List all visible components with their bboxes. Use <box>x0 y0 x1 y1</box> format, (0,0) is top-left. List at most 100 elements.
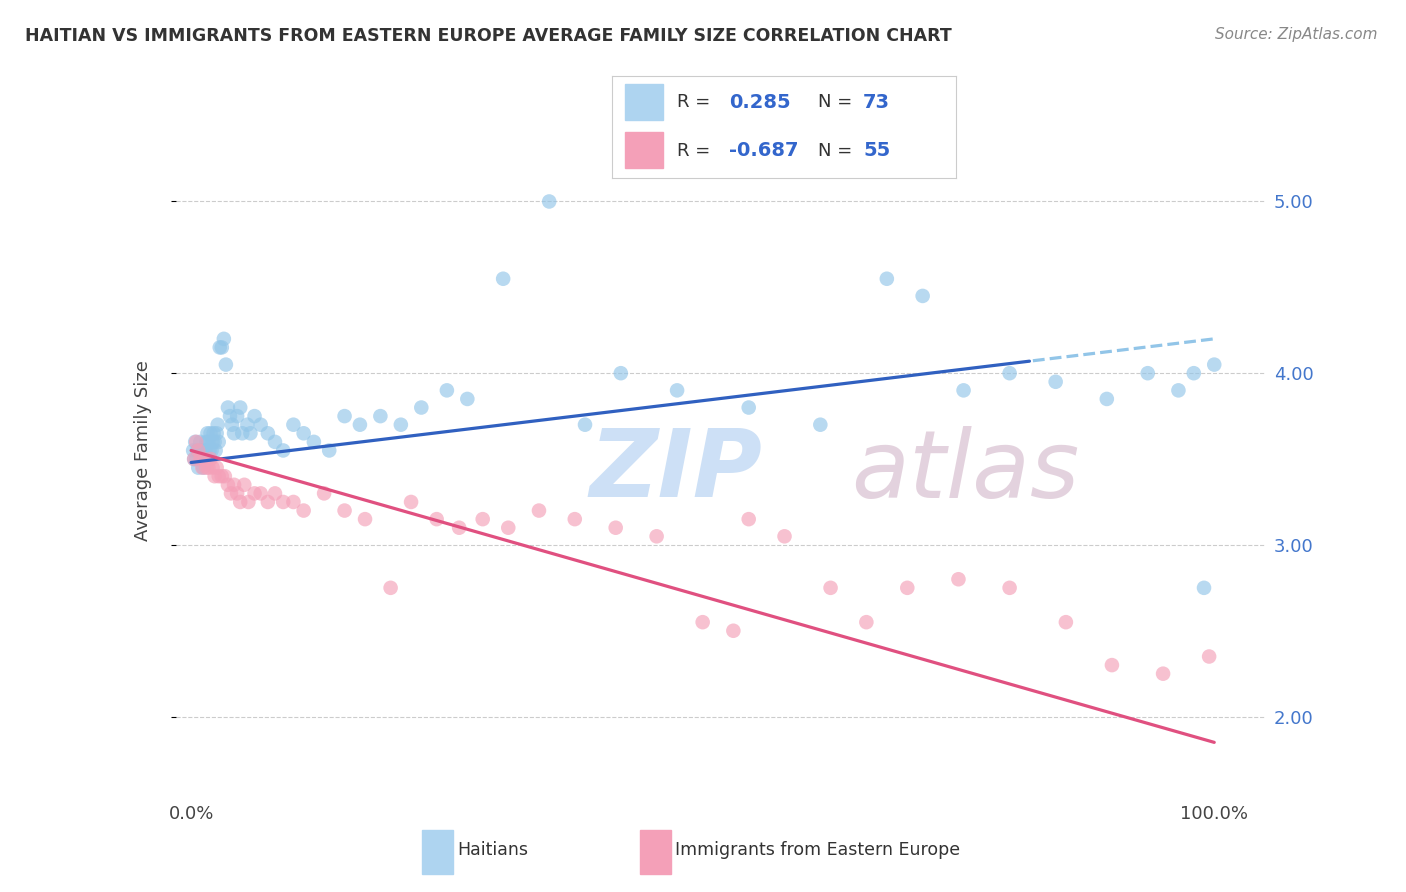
Point <box>773 529 796 543</box>
Point <box>186 443 208 458</box>
Point <box>187 460 209 475</box>
Point <box>645 529 668 543</box>
Point <box>211 340 233 354</box>
Point <box>610 366 633 380</box>
Point <box>194 443 217 458</box>
Point <box>202 426 225 441</box>
Point <box>998 366 1021 380</box>
Point <box>212 332 235 346</box>
FancyBboxPatch shape <box>626 84 664 120</box>
Text: N =: N = <box>818 142 852 160</box>
Point <box>256 495 278 509</box>
Text: 55: 55 <box>863 141 890 161</box>
Point <box>188 434 211 449</box>
Point <box>183 452 205 467</box>
Point <box>239 426 262 441</box>
Point <box>249 486 271 500</box>
Point <box>564 512 586 526</box>
Point <box>948 572 970 586</box>
Point <box>1054 615 1077 630</box>
Point <box>226 409 249 424</box>
Point <box>738 401 761 415</box>
Text: Source: ZipAtlas.com: Source: ZipAtlas.com <box>1215 27 1378 42</box>
Point <box>1204 358 1226 372</box>
Point <box>193 452 215 467</box>
Point <box>1152 666 1174 681</box>
Point <box>1167 384 1189 398</box>
Point <box>222 478 245 492</box>
Point <box>190 452 212 467</box>
Point <box>188 452 211 467</box>
Point <box>200 452 222 467</box>
Point <box>236 417 259 432</box>
Point <box>666 384 689 398</box>
Point <box>283 495 305 509</box>
Point <box>538 194 561 209</box>
Point <box>1095 392 1118 406</box>
Point <box>723 624 745 638</box>
Point <box>187 443 209 458</box>
Point <box>389 417 412 432</box>
Point <box>333 503 356 517</box>
Point <box>201 460 224 475</box>
Point <box>204 469 226 483</box>
Point <box>207 417 229 432</box>
Point <box>264 486 287 500</box>
Point <box>292 426 315 441</box>
Point <box>527 503 550 517</box>
Point <box>896 581 918 595</box>
Point <box>436 384 458 398</box>
Point <box>399 495 422 509</box>
Point <box>217 478 239 492</box>
Point <box>195 460 218 475</box>
Point <box>186 434 208 449</box>
Point <box>283 417 305 432</box>
Point <box>1136 366 1159 380</box>
Text: N =: N = <box>818 94 852 112</box>
Point <box>238 495 260 509</box>
Point <box>183 452 205 467</box>
Point <box>201 434 224 449</box>
Point <box>219 486 242 500</box>
Point <box>200 443 222 458</box>
Y-axis label: Average Family Size: Average Family Size <box>134 360 152 541</box>
Point <box>191 460 214 475</box>
Point <box>193 452 215 467</box>
Point <box>214 469 236 483</box>
Point <box>205 460 228 475</box>
Point <box>1192 581 1215 595</box>
Point <box>208 340 231 354</box>
Text: ZIP: ZIP <box>591 425 762 517</box>
Point <box>186 452 208 467</box>
Point <box>354 512 377 526</box>
Point <box>243 486 266 500</box>
Point <box>1198 649 1220 664</box>
Point <box>456 392 478 406</box>
Point <box>197 434 219 449</box>
Point <box>208 434 231 449</box>
Point <box>271 443 294 458</box>
Point <box>1101 658 1123 673</box>
Text: HAITIAN VS IMMIGRANTS FROM EASTERN EUROPE AVERAGE FAMILY SIZE CORRELATION CHART: HAITIAN VS IMMIGRANTS FROM EASTERN EUROP… <box>25 27 952 45</box>
Point <box>229 401 252 415</box>
Point <box>574 417 596 432</box>
Text: Haitians: Haitians <box>457 841 527 859</box>
Point <box>197 426 219 441</box>
Point <box>184 434 207 449</box>
Point <box>492 271 515 285</box>
Point <box>876 271 898 285</box>
Text: 73: 73 <box>863 93 890 112</box>
Text: 0.285: 0.285 <box>728 93 790 112</box>
Point <box>498 521 520 535</box>
Point <box>193 460 215 475</box>
Point <box>318 443 340 458</box>
Point <box>426 512 449 526</box>
Point <box>808 417 831 432</box>
Text: Immigrants from Eastern Europe: Immigrants from Eastern Europe <box>675 841 960 859</box>
Point <box>219 409 242 424</box>
Point <box>605 521 627 535</box>
Point <box>1045 375 1067 389</box>
Point <box>1182 366 1205 380</box>
Point <box>243 409 266 424</box>
Text: -0.687: -0.687 <box>728 141 799 161</box>
